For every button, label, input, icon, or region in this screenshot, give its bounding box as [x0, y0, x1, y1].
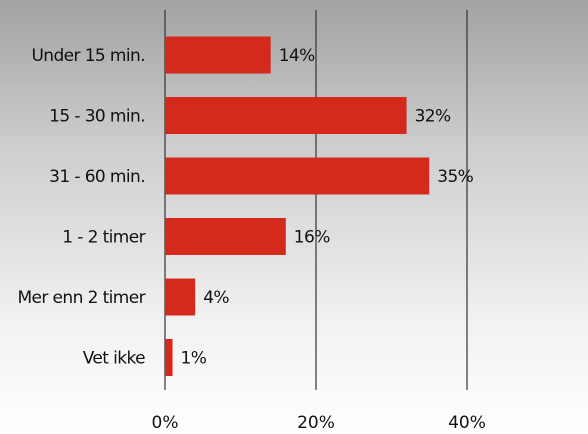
bar-4: [165, 278, 196, 316]
data-label-3: 16%: [294, 228, 330, 248]
bar-3: [165, 218, 286, 255]
category-label-1: 15 - 30 min.: [49, 107, 145, 127]
data-label-2: 35%: [437, 167, 473, 187]
bar-0: [165, 36, 271, 74]
data-label-1: 32%: [415, 107, 451, 127]
bar-1: [165, 97, 407, 134]
x-tick-label-0: 0%: [152, 413, 179, 433]
x-tick-label-1: 20%: [297, 413, 335, 433]
data-label-4: 4%: [203, 288, 229, 308]
category-label-3: 1 - 2 timer: [62, 228, 145, 248]
x-tick-label-2: 40%: [448, 413, 486, 433]
bar-2: [165, 157, 430, 195]
data-label-5: 1%: [181, 349, 207, 369]
category-label-2: 31 - 60 min.: [49, 167, 145, 187]
category-label-5: Vet ikke: [83, 349, 145, 369]
data-label-0: 14%: [279, 46, 315, 66]
bar-5: [165, 339, 173, 376]
category-label-4: Mer enn 2 timer: [17, 288, 145, 308]
category-label-0: Under 15 min.: [31, 46, 145, 66]
